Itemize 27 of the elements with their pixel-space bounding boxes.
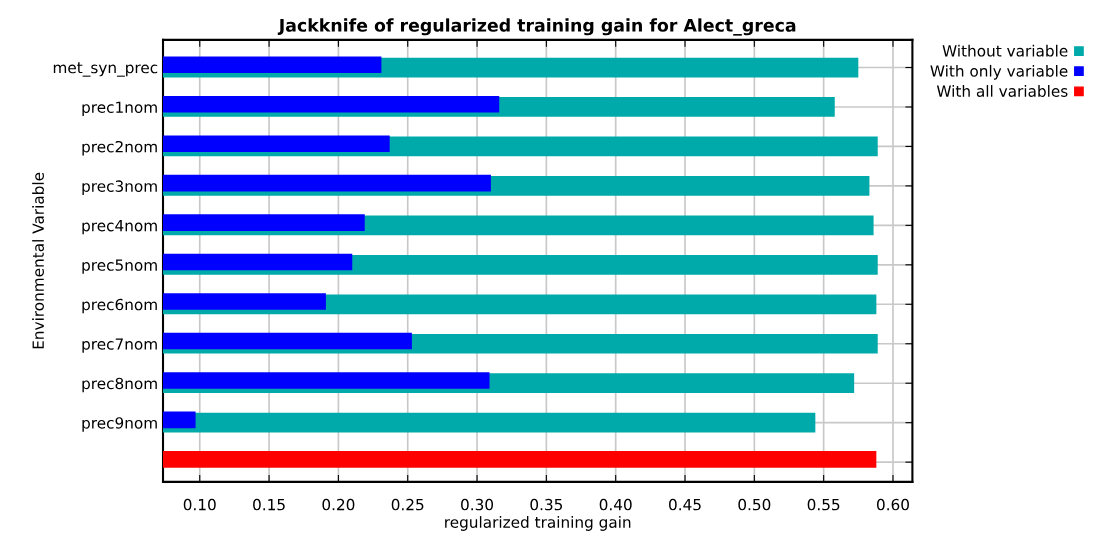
legend-label: With all variables <box>936 85 1068 97</box>
y-tick-label: prec4nom <box>82 220 157 235</box>
y-tick-label: prec5nom <box>82 259 157 274</box>
x-tick-label: 0.25 <box>391 498 424 511</box>
x-tick-label: 0.20 <box>322 498 355 511</box>
x-tick-label: 0.60 <box>876 498 909 511</box>
x-tick-label: 0.10 <box>183 498 216 511</box>
y-tick-label: prec9nom <box>82 417 157 432</box>
x-tick-label: 0.40 <box>599 498 632 511</box>
x-tick-label: 0.50 <box>738 498 771 511</box>
y-tick-label: prec1nom <box>82 101 157 116</box>
legend-label: Without variable <box>942 44 1068 57</box>
chart-title: Jackknife of regularized training gain for Alect_greca <box>277 18 796 36</box>
x-tick-label: 0.30 <box>461 498 494 511</box>
legend-label: With only variable <box>930 64 1068 80</box>
y-tick-label: prec3nom <box>82 180 157 195</box>
y-tick-label: prec6nom <box>82 298 157 314</box>
x-tick-label: 0.45 <box>669 498 701 511</box>
x-axis-title: regularized training gain <box>445 516 631 531</box>
y-tick-label: prec8nom <box>82 377 157 393</box>
y-tick-label: prec2nom <box>82 140 157 156</box>
y-tick-label: prec7nom <box>82 338 157 353</box>
y-axis-title: Environmental Variable <box>32 172 44 349</box>
x-tick-label: 0.55 <box>807 498 840 511</box>
y-tick-label: met_syn_prec <box>53 62 158 77</box>
x-tick-label: 0.35 <box>530 498 563 511</box>
x-tick-label: 0.15 <box>253 498 285 511</box>
